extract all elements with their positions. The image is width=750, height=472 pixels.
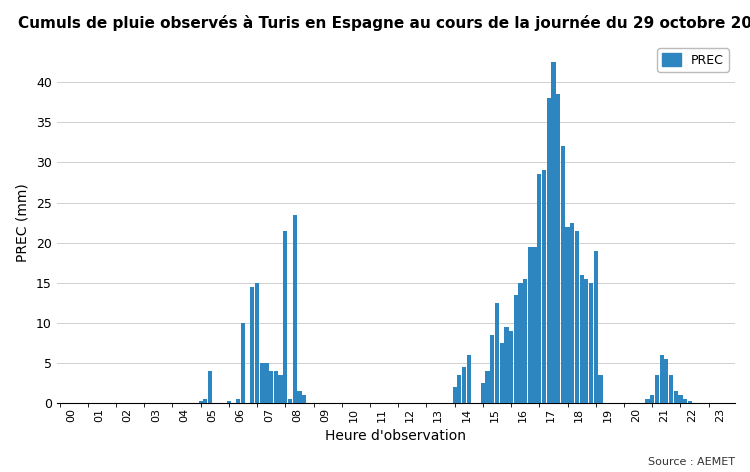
Bar (598, 375, 602, 404)
Bar (226, 401, 231, 404)
Bar (485, 371, 490, 404)
Bar (669, 375, 674, 404)
Bar (509, 331, 513, 404)
Bar (495, 303, 499, 404)
Bar (490, 335, 494, 404)
Bar (556, 94, 560, 404)
Bar (594, 251, 598, 404)
Bar (514, 295, 518, 404)
Bar (523, 279, 527, 404)
Bar (466, 355, 471, 404)
Bar (504, 327, 509, 404)
Bar (264, 363, 268, 404)
Bar (452, 388, 457, 404)
Bar (570, 223, 574, 404)
Bar (580, 275, 584, 404)
Bar (297, 391, 302, 404)
Bar (255, 283, 260, 404)
Bar (551, 62, 556, 404)
Bar (528, 247, 532, 404)
Bar (292, 215, 297, 404)
Bar (518, 283, 523, 404)
Bar (655, 375, 659, 404)
Text: Source : AEMET: Source : AEMET (648, 457, 735, 467)
Bar (561, 146, 565, 404)
Bar (251, 287, 254, 404)
Bar (650, 396, 654, 404)
Bar (199, 401, 202, 404)
Bar (659, 355, 664, 404)
Bar (288, 399, 292, 404)
Bar (274, 371, 278, 404)
Bar (203, 399, 208, 404)
Bar (664, 359, 668, 404)
Bar (462, 367, 466, 404)
Bar (260, 363, 264, 404)
Bar (589, 283, 593, 404)
Bar (208, 371, 212, 404)
Bar (584, 279, 589, 404)
Bar (688, 401, 692, 404)
Legend: PREC: PREC (657, 48, 729, 72)
Bar (458, 375, 461, 404)
Bar (547, 98, 550, 404)
Bar (566, 227, 570, 404)
Bar (481, 383, 485, 404)
Bar (269, 371, 273, 404)
Bar (683, 399, 687, 404)
Title: Cumuls de pluie observés à Turis en Espagne au cours de la journée du 29 octobre: Cumuls de pluie observés à Turis en Espa… (18, 15, 750, 31)
Bar (532, 247, 537, 404)
Bar (574, 231, 579, 404)
Bar (646, 399, 650, 404)
X-axis label: Heure d'observation: Heure d'observation (326, 429, 466, 443)
Bar (500, 343, 504, 404)
Bar (537, 175, 542, 404)
Bar (674, 391, 678, 404)
Bar (278, 375, 283, 404)
Bar (241, 323, 245, 404)
Bar (302, 396, 306, 404)
Bar (284, 231, 287, 404)
Bar (678, 396, 682, 404)
Bar (542, 170, 546, 404)
Y-axis label: PREC (mm): PREC (mm) (15, 183, 29, 262)
Bar (236, 399, 240, 404)
